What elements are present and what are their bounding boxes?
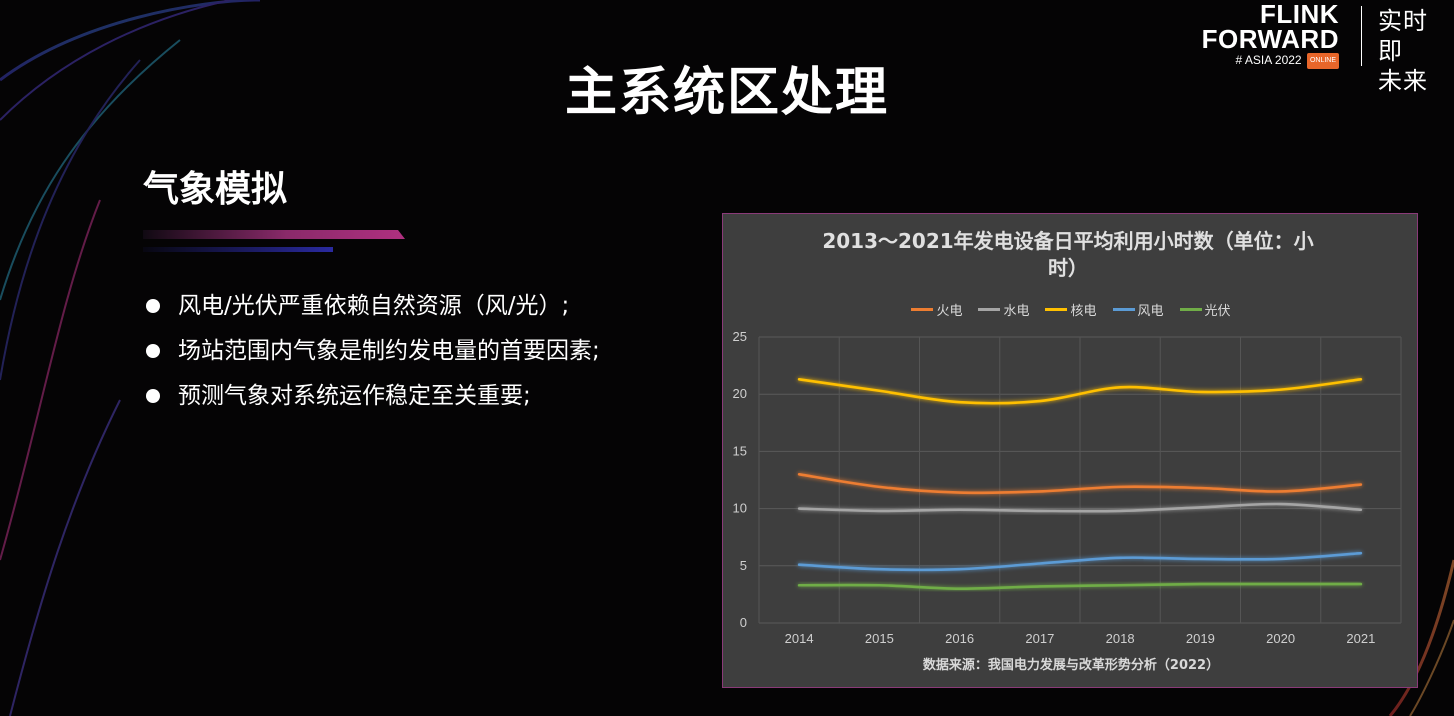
logo-divider	[1361, 6, 1362, 66]
x-tick-label: 2015	[865, 631, 894, 646]
x-tick-label: 2014	[785, 631, 814, 646]
logo-slogan-line2: 未来	[1378, 67, 1428, 95]
legend-item: 水电	[978, 300, 1029, 319]
bullet-item: 场站范围内气象是制约发电量的首要因素;	[140, 329, 600, 374]
legend-label: 风电	[1137, 304, 1164, 319]
legend-swatch	[1112, 308, 1135, 311]
y-tick-label: 5	[740, 558, 747, 573]
series-line-风电	[797, 551, 1363, 572]
bullet-dot	[146, 344, 160, 358]
legend-label: 核电	[1070, 304, 1097, 319]
series-line-核电	[797, 378, 1363, 405]
logo-flink: FLINK	[1259, 0, 1339, 29]
bullet-dot	[146, 299, 160, 313]
bullet-text: 风电/光伏严重依赖自然资源（风/光）;	[178, 293, 570, 319]
logo-subtitle: # ASIA 2022 ONLINE	[1202, 53, 1339, 69]
chart-legend: 火电 水电 核电 风电 光伏	[723, 300, 1419, 319]
y-tick-label: 25	[733, 329, 747, 344]
chart-title-line1: 2013～2021年发电设备日平均利用小时数（单位：小	[822, 229, 1314, 253]
x-tick-label: 2021	[1346, 631, 1375, 646]
page-title: 主系统区处理	[564, 63, 889, 123]
logo-text-block: FLINK FORWARD # ASIA 2022 ONLINE	[1201, 0, 1339, 69]
logo-online-badge: ONLINE	[1306, 53, 1339, 69]
chart-panel: 2013～2021年发电设备日平均利用小时数（单位：小 时） 火电 水电 核电 风电 光…	[722, 213, 1418, 688]
x-tick-label: 2019	[1186, 631, 1215, 646]
logo-asia: # ASIA 2022	[1235, 53, 1302, 68]
section-underline	[143, 230, 405, 239]
bullet-text: 场站范围内气象是制约发电量的首要因素;	[178, 338, 600, 364]
line-chart: 0 5 10 15 20 25 2014 2015 2016 2017 2018 2019 2020 20…	[733, 329, 1402, 646]
x-tick-label: 2017	[1025, 631, 1054, 646]
legend-swatch	[1179, 308, 1202, 311]
legend-item: 风电	[1112, 300, 1164, 319]
chart-title-line2: 时）	[1048, 256, 1088, 280]
x-tick-label: 2016	[945, 631, 974, 646]
logo-slogan-line1: 实时即	[1378, 7, 1428, 65]
legend-label: 光伏	[1204, 304, 1231, 319]
bullet-list: 风电/光伏严重依赖自然资源（风/光）; 场站范围内气象是制约发电量的首要因素; …	[140, 284, 600, 419]
bullet-item: 预测气象对系统运作稳定至关重要;	[140, 374, 600, 419]
legend-item: 光伏	[1179, 300, 1231, 319]
bullet-item: 风电/光伏严重依赖自然资源（风/光）;	[140, 284, 600, 329]
section-title: 气象模拟	[143, 169, 288, 210]
legend-label: 火电	[936, 304, 963, 319]
x-tick-label: 2018	[1106, 631, 1135, 646]
legend-item: 火电	[911, 300, 962, 319]
series-line-水电	[797, 502, 1363, 513]
y-tick-label: 0	[740, 615, 747, 630]
flink-forward-logo: FLINK FORWARD # ASIA 2022 ONLINE 实时即 未来	[1201, 0, 1430, 96]
x-tick-label: 2020	[1266, 631, 1295, 646]
chart-source-note: 数据来源：我国电力发展与改革形势分析（2022）	[922, 658, 1220, 673]
series-line-光伏	[797, 582, 1363, 590]
bullet-text: 预测气象对系统运作稳定至关重要;	[178, 383, 531, 409]
y-tick-label: 10	[733, 501, 747, 516]
series-line-火电	[797, 472, 1363, 495]
bullet-dot	[146, 389, 160, 403]
logo-slogan: 实时即 未来	[1378, 6, 1430, 96]
legend-label: 水电	[1003, 304, 1030, 319]
chart-title: 2013～2021年发电设备日平均利用小时数（单位：小 时）	[798, 228, 1338, 282]
legend-swatch	[911, 308, 934, 311]
legend-swatch	[978, 308, 1001, 311]
y-tick-label: 20	[733, 386, 747, 401]
legend-swatch	[1045, 308, 1068, 311]
legend-item: 核电	[1045, 300, 1097, 319]
logo-forward: FORWARD	[1201, 24, 1339, 54]
y-tick-label: 15	[733, 443, 747, 458]
section-underline-secondary	[143, 247, 333, 252]
